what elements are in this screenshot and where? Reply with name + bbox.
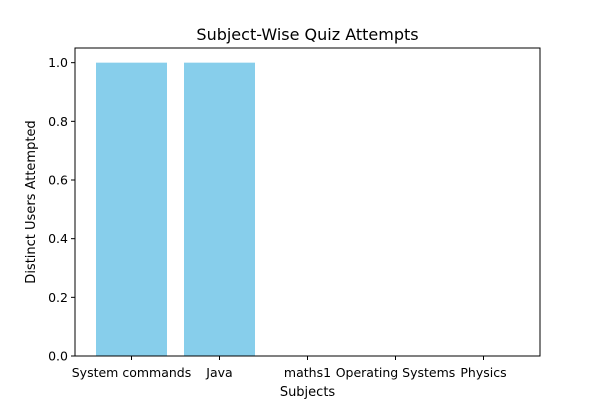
y-tick-label: 0.6 [48, 173, 68, 188]
y-axis-label: Distinct Users Attempted [24, 120, 39, 283]
chart-title: Subject-Wise Quiz Attempts [196, 25, 418, 44]
y-axis-ticks: 0.0 0.2 0.4 0.6 0.8 1.0 [48, 55, 75, 364]
y-tick-label: 1.0 [48, 55, 68, 70]
x-tick-label: Physics [460, 365, 506, 380]
x-axis-label: Subjects [280, 385, 336, 400]
x-tick-label: maths1 [284, 365, 331, 380]
y-tick-label: 0.8 [48, 114, 68, 129]
bar-system-commands [96, 62, 167, 357]
plot-frame [74, 47, 541, 357]
x-tick-label: Java [205, 365, 232, 380]
x-axis-ticks: System commands Java maths1 Operating Syste… [72, 356, 507, 380]
y-tick-label: 0.4 [48, 231, 68, 246]
y-tick-label: 0.0 [48, 349, 68, 364]
x-tick-label: Operating Systems [336, 365, 456, 380]
bars-group [96, 62, 255, 357]
y-tick-label: 0.2 [48, 290, 68, 305]
bar-java [184, 62, 255, 357]
x-tick-label: System commands [72, 365, 192, 380]
